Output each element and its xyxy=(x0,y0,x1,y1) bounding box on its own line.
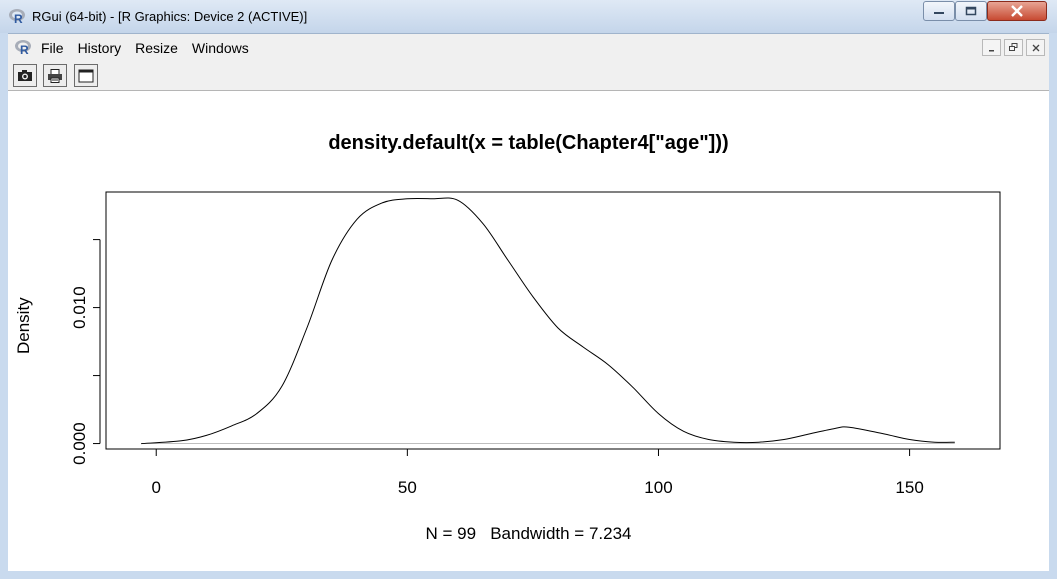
child-minimize-button[interactable] xyxy=(982,39,1001,56)
minimize-button[interactable] xyxy=(923,1,955,21)
close-button[interactable] xyxy=(987,1,1047,21)
y-tick-label: 0.000 xyxy=(70,422,89,465)
close-icon xyxy=(1032,44,1039,51)
plot-frame xyxy=(105,191,1001,450)
restore-icon xyxy=(1009,43,1018,51)
copy-camera-icon xyxy=(18,69,32,81)
print-icon xyxy=(48,68,62,83)
x-tick-label: 150 xyxy=(895,478,923,497)
console-button[interactable] xyxy=(74,64,98,87)
toolbar xyxy=(8,61,1049,91)
window-title: RGui (64-bit) - [R Graphics: Device 2 (A… xyxy=(32,9,308,24)
graphics-device-canvas: density.default(x = table(Chapter4["age"… xyxy=(8,91,1049,571)
menu: File History Resize Windows xyxy=(41,40,263,56)
density-curve xyxy=(141,197,955,445)
menu-history[interactable]: History xyxy=(77,40,122,56)
menu-file[interactable]: File xyxy=(41,40,64,56)
minimize-icon xyxy=(934,12,944,14)
window-bottom-border xyxy=(0,571,1057,579)
r-logo-icon: R xyxy=(9,9,25,25)
menu-bar: R File History Resize Windows xyxy=(8,33,1049,61)
title-bar[interactable]: R RGui (64-bit) - [R Graphics: Device 2 … xyxy=(0,0,1057,33)
menu-resize[interactable]: Resize xyxy=(135,40,178,56)
svg-text:R: R xyxy=(20,43,29,56)
close-icon xyxy=(1011,5,1023,17)
x-tick-label: 100 xyxy=(644,478,672,497)
y-axis-label: Density xyxy=(14,297,33,354)
x-tick-label: 0 xyxy=(151,478,160,497)
print-button[interactable] xyxy=(43,64,67,87)
minimize-icon xyxy=(988,49,994,51)
copy-metafile-button[interactable] xyxy=(13,64,37,87)
child-close-button[interactable] xyxy=(1026,39,1045,56)
y-axis: 0.000 0.010 xyxy=(70,239,101,465)
menu-windows[interactable]: Windows xyxy=(191,40,249,56)
plot-subtitle: N = 99 Bandwidth = 7.234 xyxy=(425,524,632,543)
plot-title: density.default(x = table(Chapter4["age"… xyxy=(328,132,729,154)
maximize-button[interactable] xyxy=(955,1,987,21)
child-window-controls xyxy=(982,39,1045,56)
x-axis: 0 50 100 150 xyxy=(151,448,924,497)
maximize-icon xyxy=(965,6,977,16)
y-tick-label: 0.010 xyxy=(70,286,89,329)
console-window-icon xyxy=(78,69,94,82)
density-plot: 0 50 100 150 0.000 0.010 xyxy=(70,191,1001,497)
r-logo-icon: R xyxy=(15,40,31,56)
svg-text:R: R xyxy=(14,12,23,25)
x-tick-label: 50 xyxy=(398,478,417,497)
child-restore-button[interactable] xyxy=(1004,39,1023,56)
